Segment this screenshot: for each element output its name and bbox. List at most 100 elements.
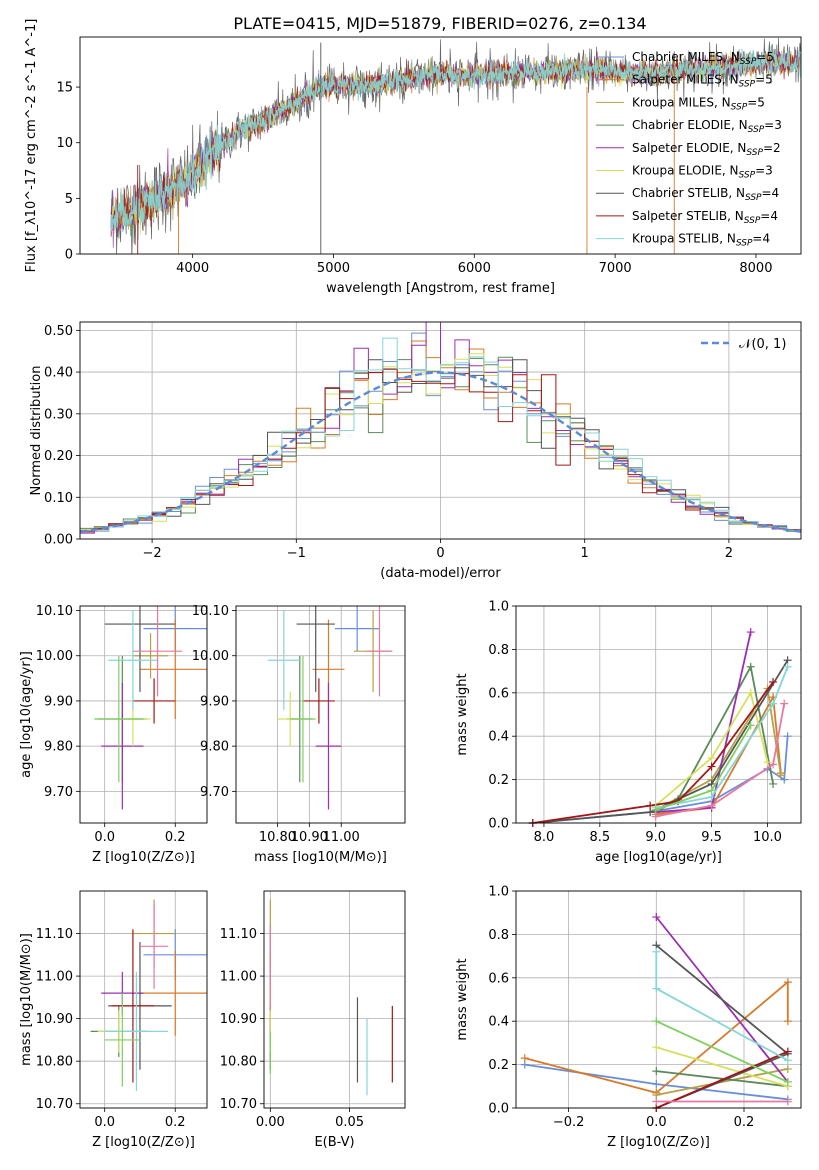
y-tick-label: 9.80 bbox=[200, 740, 229, 755]
x-tick-label: 9.0 bbox=[645, 830, 666, 845]
mass-weight-marker bbox=[783, 1077, 792, 1086]
mass-weight-marker bbox=[652, 1067, 661, 1076]
y-axis-label: mass [log10(M/M⊙)] bbox=[19, 933, 34, 1066]
mass-weight-marker bbox=[707, 762, 716, 771]
mass-weight-marker bbox=[769, 699, 778, 708]
axes-frame bbox=[79, 321, 802, 540]
y-tick-label: 9.90 bbox=[200, 694, 229, 709]
mass-weight-marker bbox=[769, 760, 778, 769]
mass-weight-line bbox=[655, 685, 782, 811]
legend-entry: Chabrier ELODIE, NSSP=3 bbox=[632, 118, 782, 135]
mass-weight-marker bbox=[746, 688, 755, 697]
x-axis-label: mass [log10(M/M⊙)] bbox=[254, 850, 387, 865]
x-axis-label: Z [log10(Z/Z⊙)] bbox=[92, 850, 195, 865]
x-tick-label: 2 bbox=[725, 546, 733, 561]
y-tick-label: 10.00 bbox=[36, 649, 73, 664]
y-tick-label: 0.0 bbox=[488, 1102, 509, 1117]
x-axis-label: (data-model)/error bbox=[380, 566, 501, 581]
x-axis-label: E(B-V) bbox=[314, 1135, 354, 1150]
mass-weight-line bbox=[656, 1070, 788, 1088]
x-tick-label: 0.00 bbox=[256, 1115, 285, 1130]
y-tick-label: 0.30 bbox=[44, 407, 73, 422]
x-tick-label: 9.5 bbox=[701, 830, 722, 845]
mass-weight-marker bbox=[769, 677, 778, 686]
y-tick-label: 9.90 bbox=[44, 694, 73, 709]
y-axis-label: mass weight bbox=[455, 673, 470, 755]
x-tick-label: 5000 bbox=[317, 261, 350, 276]
legend-entry: Salpeter ELODIE, NSSP=2 bbox=[632, 141, 781, 158]
axes-frame bbox=[79, 605, 208, 824]
y-tick-label: 10.70 bbox=[220, 1097, 257, 1112]
legend-entry: Kroupa MILES, NSSP=5 bbox=[632, 95, 765, 112]
x-tick-label: 7000 bbox=[599, 261, 632, 276]
x-tick-label: 10.80 bbox=[259, 830, 296, 845]
mass-weight-marker bbox=[520, 1054, 529, 1063]
x-tick-label: 6000 bbox=[458, 261, 491, 276]
y-tick-label: 0.0 bbox=[488, 817, 509, 832]
axes-frame bbox=[515, 605, 802, 824]
mass-vs-EBV-axes bbox=[260, 891, 405, 1112]
y-tick-label: 0.50 bbox=[44, 324, 73, 339]
x-tick-label: 8000 bbox=[739, 261, 772, 276]
legend-entry: 𝒩(0, 1) bbox=[739, 337, 786, 352]
mass-weight-line bbox=[532, 659, 789, 823]
mass-weight-marker bbox=[652, 947, 661, 956]
mass-weight-line bbox=[655, 694, 782, 816]
y-tick-label: 9.80 bbox=[44, 740, 73, 755]
mass-weight-marker bbox=[652, 1017, 661, 1026]
legend-entry: Chabrier STELIB, NSSP=4 bbox=[632, 186, 779, 203]
x-tick-label: 0.2 bbox=[165, 830, 186, 845]
x-tick-label: 0.05 bbox=[335, 1115, 364, 1130]
y-tick-label: 11.00 bbox=[36, 970, 73, 985]
y-tick-label: 0.2 bbox=[488, 773, 509, 788]
figure-title: PLATE=0415, MJD=51879, FIBERID=0276, z=0… bbox=[233, 14, 646, 33]
y-axis-label: Flux [f_λ10^-17 erg cm^-2 s^-1 A^-1] bbox=[24, 19, 39, 273]
y-tick-label: 0.40 bbox=[44, 366, 73, 381]
legend-entry: Salpeter MILES, NSSP=5 bbox=[632, 73, 773, 90]
y-tick-label: 10.10 bbox=[36, 604, 73, 619]
mass-weight-line bbox=[532, 681, 774, 823]
mass-weight-marker bbox=[783, 662, 792, 671]
y-tick-label: 5 bbox=[65, 192, 73, 207]
mass-weight-marker bbox=[646, 801, 655, 810]
x-tick-label: −0.2 bbox=[553, 1115, 585, 1130]
age-vs-mass-axes bbox=[232, 606, 405, 827]
y-tick-label: 9.70 bbox=[200, 785, 229, 800]
y-tick-label: 10.10 bbox=[192, 604, 229, 619]
y-tick-label: 0.6 bbox=[488, 971, 509, 986]
y-tick-label: 0.8 bbox=[488, 643, 509, 658]
mass-weight-marker bbox=[780, 699, 789, 708]
mass-weight-line bbox=[655, 951, 789, 1062]
mass-weight-marker bbox=[651, 812, 660, 821]
mass-weight-marker bbox=[746, 662, 755, 671]
y-tick-label: 0.00 bbox=[44, 533, 73, 548]
y-tick-label: 10.90 bbox=[36, 1012, 73, 1027]
x-tick-label: 10.0 bbox=[753, 830, 782, 845]
mass-weight-marker bbox=[783, 1056, 792, 1065]
mass-weight-marker bbox=[763, 758, 772, 767]
normal-curve bbox=[80, 371, 801, 533]
mass-weight-line bbox=[655, 666, 789, 809]
histogram-series bbox=[80, 337, 801, 539]
mass-weight-marker bbox=[746, 628, 755, 637]
mass-weight-marker bbox=[652, 913, 661, 922]
mass-weight-marker bbox=[783, 732, 792, 741]
x-tick-label: 8.5 bbox=[589, 830, 610, 845]
mass-weight-marker bbox=[707, 753, 716, 762]
y-tick-label: 15 bbox=[56, 81, 73, 96]
mass-weight-line bbox=[656, 1046, 789, 1088]
x-tick-label: 8.0 bbox=[534, 830, 555, 845]
mass-weight-marker bbox=[783, 1064, 792, 1073]
mass-weight-marker bbox=[783, 1017, 792, 1026]
y-tick-label: 10.00 bbox=[192, 649, 229, 664]
mass-weight-marker bbox=[652, 1097, 661, 1106]
y-axis-label: mass weight bbox=[455, 958, 470, 1040]
x-tick-label: 0.0 bbox=[94, 1115, 115, 1130]
x-tick-label: 0.2 bbox=[734, 1115, 755, 1130]
mass-weight-marker bbox=[776, 771, 785, 780]
mass-weight-marker bbox=[707, 786, 716, 795]
legend-entry: Chabrier MILES, NSSP=5 bbox=[632, 50, 774, 67]
axes-frame bbox=[263, 890, 406, 1109]
y-tick-label: 9.70 bbox=[44, 785, 73, 800]
axes-frame bbox=[235, 605, 406, 824]
